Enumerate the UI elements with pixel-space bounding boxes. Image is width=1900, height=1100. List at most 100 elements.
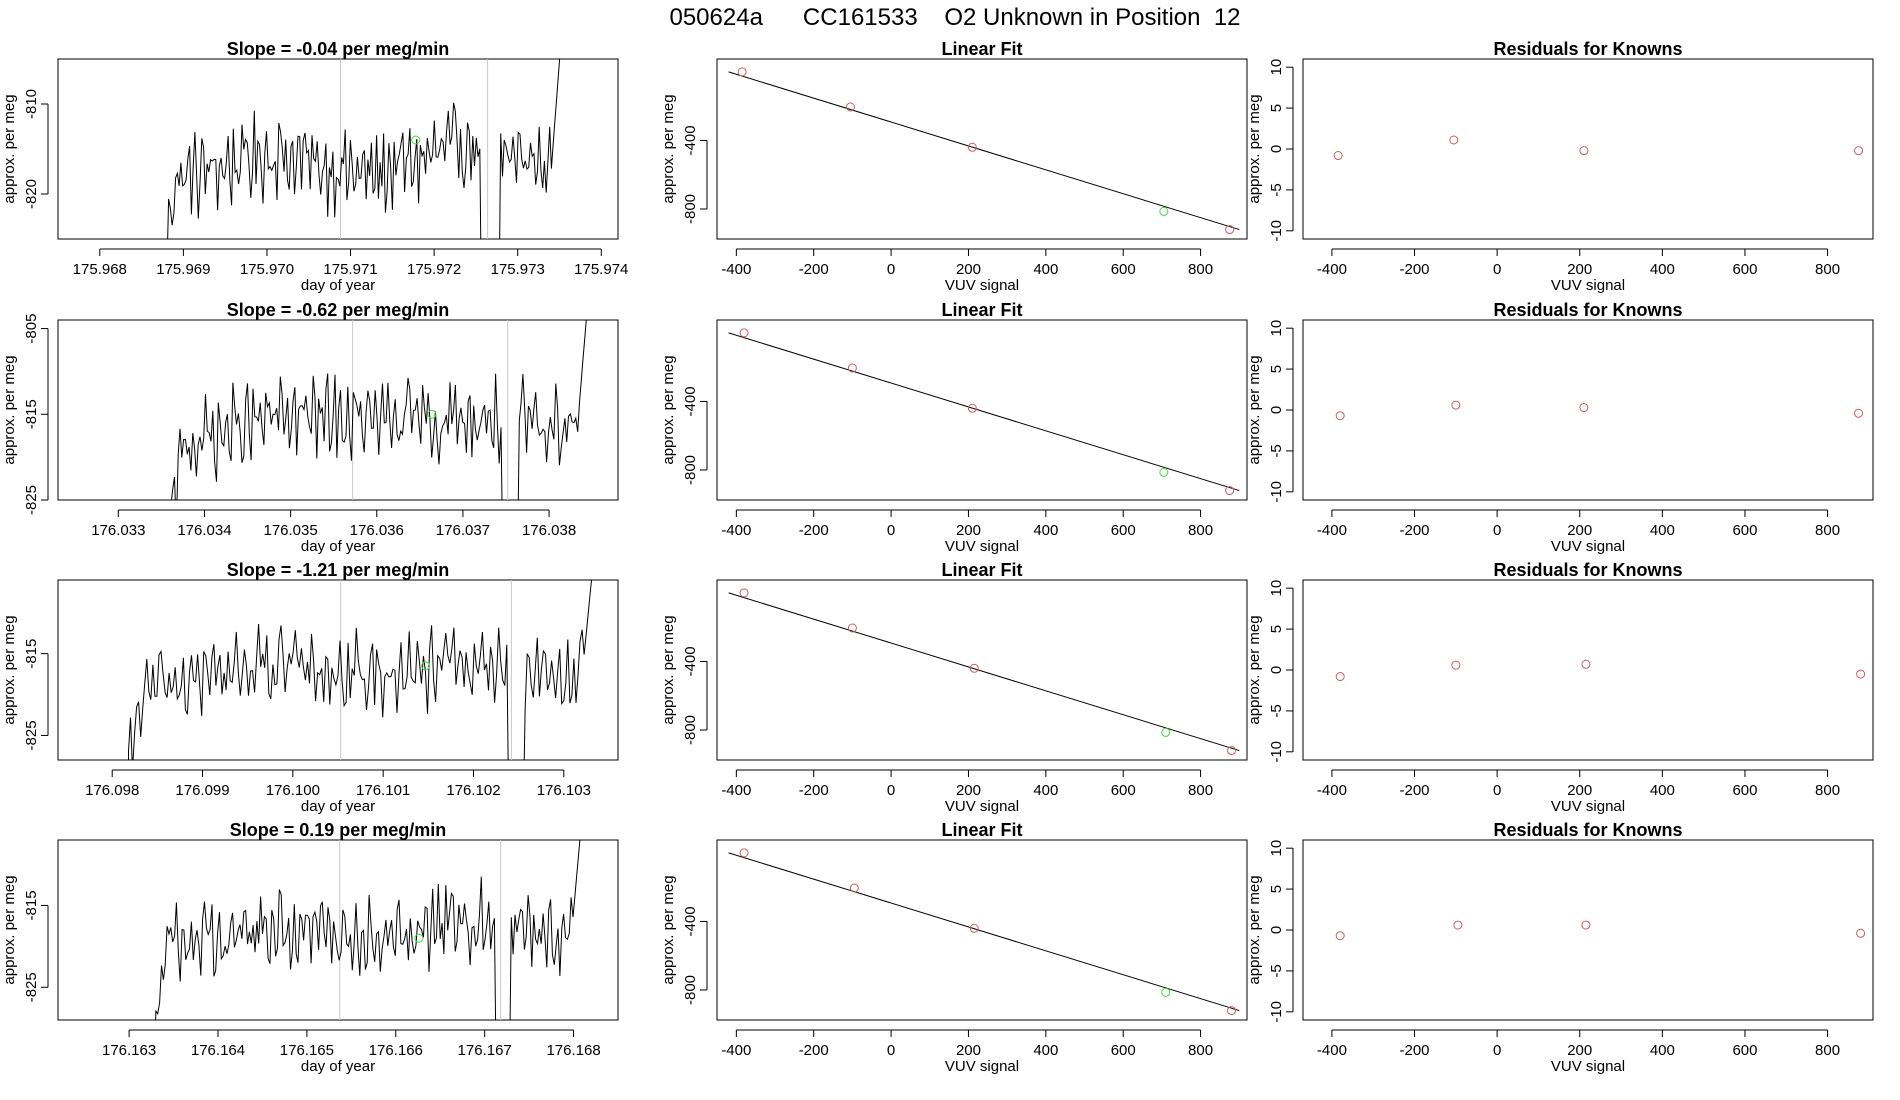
known-point (967, 142, 977, 152)
plot-area (128, 580, 593, 760)
residual-point (1449, 135, 1459, 145)
y-tick-label: -400 (682, 646, 699, 676)
x-tick-label: 200 (1567, 261, 1592, 278)
residual-point (1335, 931, 1345, 941)
y-tick-label: 5 (1268, 104, 1285, 112)
x-tick-label: 0 (887, 782, 895, 799)
y-axis-title: approx. per meg (1, 875, 18, 984)
x-tick-label: 176.038 (522, 522, 576, 539)
x-axis-title: VUV signal (1551, 538, 1625, 555)
x-tick-label: 800 (1188, 782, 1213, 799)
panel-title: Residuals for Knowns (1493, 560, 1682, 580)
y-tick-label: 5 (1268, 365, 1285, 373)
x-tick-label: 0 (1493, 261, 1501, 278)
panel-title: Slope = -1.21 per meg/min (227, 560, 450, 580)
panel-title: Slope = -0.04 per meg/min (227, 39, 450, 59)
plot-frame (57, 579, 619, 761)
x-tick-label: 400 (1650, 782, 1675, 799)
x-tick-label: 175.974 (574, 261, 628, 278)
x-tick-label: 400 (1033, 782, 1058, 799)
panel-time-0: Slope = -0.04 per meg/min 175.968 175.969 1… (1, 39, 628, 294)
y-tick-label: -800 (682, 975, 699, 1005)
x-tick-label: 200 (1567, 782, 1592, 799)
x-tick-label: 800 (1188, 1042, 1213, 1059)
residual-point (1579, 146, 1589, 156)
x-tick-label: 400 (1650, 1042, 1675, 1059)
known-point (739, 328, 749, 338)
fit-line (728, 592, 1240, 752)
x-tick-label: 175.970 (240, 261, 294, 278)
residual-point (1451, 400, 1461, 410)
x-tick-label: -200 (1400, 261, 1430, 278)
unknown-point (1159, 467, 1169, 477)
y-axis-title: approx. per meg (660, 94, 677, 203)
panel-title: Residuals for Knowns (1493, 820, 1682, 840)
x-tick-label: 200 (1567, 522, 1592, 539)
y-tick-label: -820 (23, 179, 40, 209)
x-tick-label: 176.163 (102, 1042, 156, 1059)
y-tick-label: -815 (23, 639, 40, 669)
plot-area (728, 328, 1240, 496)
x-tick-label: 176.168 (546, 1042, 600, 1059)
figure-title: 050624a CC161533 O2 Unknown in Position … (669, 4, 1240, 31)
panel-residuals-3: Residuals for Knowns -400 -200 0 200 400 600 80… (1246, 820, 1874, 1075)
x-axis-title: day of year (301, 798, 375, 815)
x-tick-label: 200 (956, 782, 981, 799)
x-tick-label: 176.036 (350, 522, 404, 539)
x-tick-label: -400 (1317, 261, 1347, 278)
x-tick-label: 176.037 (436, 522, 490, 539)
plot-area (728, 848, 1240, 1016)
y-axis-title: approx. per meg (660, 615, 677, 724)
plot-area (171, 320, 587, 500)
series-line (171, 320, 587, 500)
panel-title: Slope = 0.19 per meg/min (230, 820, 447, 840)
y-tick-label: 5 (1268, 885, 1285, 893)
x-tick-label: 176.034 (177, 522, 231, 539)
fit-line (728, 852, 1240, 1012)
x-tick-label: 0 (887, 522, 895, 539)
panel-residuals-1: Residuals for Knowns -400 -200 0 200 400 600 80… (1246, 300, 1874, 555)
fit-line (728, 332, 1240, 492)
x-tick-label: -400 (721, 782, 751, 799)
panel-title: Residuals for Knowns (1493, 39, 1682, 59)
x-tick-label: 0 (887, 1042, 895, 1059)
x-axis-title: VUV signal (1551, 277, 1625, 294)
x-tick-label: -200 (799, 782, 829, 799)
x-tick-label: 200 (1567, 1042, 1592, 1059)
panel-residuals-2: Residuals for Knowns -400 -200 0 200 400 600 80… (1246, 560, 1874, 815)
plot-frame (57, 319, 619, 501)
x-tick-label: 0 (1493, 522, 1501, 539)
known-point (1227, 746, 1237, 756)
x-tick-label: 176.098 (85, 782, 139, 799)
x-tick-label: -200 (799, 1042, 829, 1059)
y-tick-label: -800 (682, 194, 699, 224)
x-tick-label: 800 (1188, 261, 1213, 278)
x-tick-label: -400 (721, 1042, 751, 1059)
y-tick-label: -825 (23, 720, 40, 750)
x-tick-label: 176.033 (91, 522, 145, 539)
x-tick-label: 600 (1111, 522, 1136, 539)
plot-frame (716, 319, 1248, 501)
x-tick-label: -400 (1317, 522, 1347, 539)
panel-fit-3: Linear Fit -400 -200 0 200 400 600 800 VUV signa… (660, 820, 1248, 1075)
plot-area (1335, 400, 1864, 421)
unknown-point (1159, 206, 1169, 216)
x-tick-label: 176.101 (356, 782, 410, 799)
x-axis-title: VUV signal (1551, 798, 1625, 815)
panel-time-1: Slope = -0.62 per meg/min 176.033 176.034 1… (1, 300, 619, 555)
unknown-point (1161, 987, 1171, 997)
y-tick-label: 0 (1268, 406, 1285, 414)
series-line (167, 59, 561, 239)
panel-time-3: Slope = 0.19 per meg/min 176.163 176.164 17… (1, 820, 619, 1075)
y-tick-label: -825 (23, 972, 40, 1002)
x-tick-label: 176.035 (263, 522, 317, 539)
x-axis-title: VUV signal (945, 277, 1019, 294)
x-tick-label: 400 (1033, 1042, 1058, 1059)
unknown-point (1161, 727, 1171, 737)
y-tick-label: -10 (1268, 481, 1285, 503)
x-tick-label: 176.167 (458, 1042, 512, 1059)
plot-area (1335, 920, 1866, 941)
residual-point (1854, 408, 1864, 418)
y-axis-title: approx. per meg (660, 355, 677, 464)
